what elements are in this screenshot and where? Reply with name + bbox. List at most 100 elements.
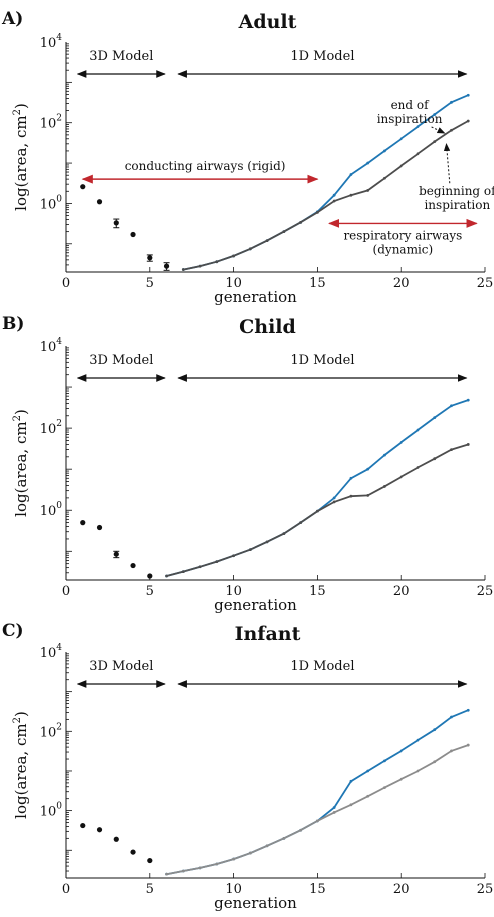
series-point (416, 125, 420, 129)
series-point (450, 749, 453, 753)
data-point-3d (113, 836, 119, 842)
series-point (181, 869, 185, 873)
series-point (349, 494, 353, 498)
series-point (466, 743, 470, 747)
series-point (450, 128, 453, 132)
x-axis-label: generation (214, 894, 297, 912)
y-tick-label: 102 (40, 114, 62, 132)
x-tick-label: 15 (309, 882, 326, 897)
data-point-3d (147, 573, 153, 579)
model-range-label: 3D Model (89, 659, 153, 674)
panel-title: Adult (238, 11, 297, 33)
model-range-label: 1D Model (290, 353, 354, 368)
annotation-text: inspiration (377, 112, 443, 126)
data-point-3d (130, 231, 136, 238)
y-axis-label: log(area, cm2) (12, 711, 30, 819)
series-point (399, 777, 403, 781)
series-point (416, 738, 420, 742)
x-tick-label: 5 (146, 882, 154, 897)
x-tick-label: 25 (477, 584, 494, 599)
series-line (166, 709, 469, 876)
annotation-arrow (443, 143, 451, 184)
data-point-3d (147, 857, 153, 864)
y-tick-label: 102 (40, 722, 62, 740)
y-axis-label: log(area, cm2) (12, 103, 30, 211)
series-point (383, 176, 386, 180)
x-tick-label: 5 (146, 276, 154, 291)
annotation-text: beginning of (419, 184, 494, 198)
series-point (366, 493, 370, 497)
series-point (399, 749, 403, 753)
series-point (332, 806, 336, 809)
series-line (166, 399, 469, 577)
y-axis-label: log(area, cm2) (12, 409, 30, 517)
series-point (433, 760, 437, 764)
series-line (183, 120, 469, 271)
series-point (215, 260, 219, 264)
series-point (416, 769, 420, 773)
series-line (166, 744, 469, 876)
chart-panel-adult: A) Adult 104 102 100 0 5 10 15 20 25 generation log(… (1, 9, 494, 306)
series-point (349, 193, 353, 197)
series-point (232, 254, 236, 258)
x-tick-label: 15 (309, 276, 326, 291)
series-point (349, 803, 353, 807)
series-point (399, 475, 403, 479)
annotation-text: end of (391, 98, 431, 112)
data-point-3d (130, 562, 136, 569)
series-point (433, 113, 437, 116)
y-tick-label: 100 (40, 501, 63, 519)
series-point (332, 811, 336, 814)
series-point (282, 230, 286, 234)
x-tick-label: 5 (146, 584, 154, 599)
series-point (248, 247, 252, 251)
series-point (383, 453, 386, 457)
data-point-3d (96, 524, 103, 531)
series-point (383, 786, 386, 790)
series-point (165, 574, 168, 578)
x-tick-label: 0 (62, 882, 70, 897)
x-axis-label: generation (214, 288, 297, 306)
series-point (282, 836, 286, 840)
series-point (332, 500, 336, 504)
series-point (215, 862, 219, 866)
series-point (433, 457, 437, 461)
data-point-3d (163, 263, 170, 269)
series-point (450, 715, 453, 719)
series-point (232, 554, 236, 558)
series-point (416, 466, 420, 469)
series-point (316, 210, 319, 214)
series-point (181, 268, 185, 271)
y-tick-label: 102 (40, 419, 62, 437)
data-point-3d (113, 551, 119, 557)
y-tick-label: 100 (40, 802, 63, 820)
x-tick-label: 10 (225, 882, 242, 897)
series-point (466, 119, 470, 123)
series-point (366, 189, 370, 192)
series-point (316, 509, 319, 513)
panel-letter: B) (2, 314, 24, 334)
series-point (265, 844, 269, 848)
data-point-3d (80, 520, 86, 526)
chart-panel-infant: C) Infant 104 102 100 0 5 10 15 20 25 generation log… (2, 621, 493, 912)
series-point (366, 467, 370, 471)
series-point (466, 93, 470, 97)
series-point (332, 199, 336, 203)
series-point (450, 404, 453, 408)
x-tick-label: 0 (62, 276, 70, 291)
x-tick-label: 0 (62, 584, 70, 599)
annotation-text: respiratory airways (343, 228, 462, 242)
series-point (399, 137, 403, 141)
panel-letter: A) (1, 9, 23, 29)
data-point-3d (96, 199, 103, 205)
chart-panel-child: B) Child 104 102 100 0 5 10 15 20 25 generation log(… (2, 314, 493, 614)
series-point (366, 794, 370, 798)
data-point-3d (147, 255, 153, 261)
series-point (248, 548, 252, 552)
series-point (349, 173, 353, 176)
y-tick-label: 100 (40, 194, 63, 212)
series-point (248, 851, 252, 855)
series-point (383, 759, 386, 763)
series-point (416, 152, 420, 156)
series-point (366, 769, 370, 773)
